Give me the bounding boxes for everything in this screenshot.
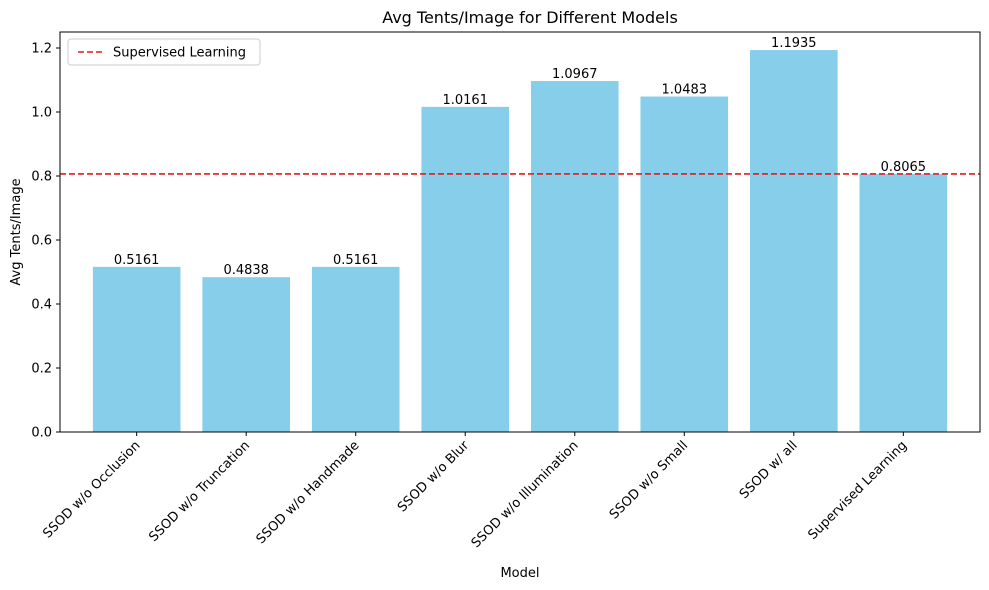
x-tick-label: SSOD w/o Small: [607, 438, 691, 522]
y-tick-label: 0.0: [31, 426, 52, 441]
x-tick-label: SSOD w/ all: [737, 438, 801, 502]
x-axis-title: Model: [500, 566, 539, 581]
x-tick-label: Supervised Learning: [806, 438, 911, 543]
bar: [530, 81, 619, 432]
value-label: 0.5161: [114, 253, 160, 268]
chart-title: Avg Tents/Image for Different Models: [382, 8, 678, 27]
value-label: 1.1935: [771, 36, 817, 51]
value-label: 0.5161: [333, 253, 379, 268]
bar: [750, 50, 838, 433]
bar: [202, 277, 290, 432]
bar: [421, 106, 510, 433]
value-label: 0.8065: [881, 160, 927, 175]
value-label: 1.0967: [552, 67, 598, 82]
y-tick-label: 0.8: [31, 170, 52, 185]
legend: Supervised Learning: [67, 38, 261, 66]
x-tick-label: SSOD w/o Handmade: [254, 438, 363, 547]
plot-area: 0.5161 0.4838 0.5161 1.0161 1.0967 1.0483 1.19…: [31, 31, 981, 551]
bar: [311, 266, 400, 432]
value-label: 1.0161: [442, 93, 488, 108]
y-axis-title: Avg Tents/Image: [9, 178, 24, 285]
y-tick-label: 1.0: [31, 106, 52, 121]
value-label: 1.0483: [662, 83, 708, 98]
bar: [92, 266, 181, 432]
x-tick-label: SSOD w/o Occlusion: [40, 438, 143, 541]
y-tick-label: 0.6: [31, 234, 52, 249]
y-tick-label: 0.2: [31, 362, 52, 377]
x-tick-label: SSOD w/o Truncation: [146, 438, 253, 545]
y-tick-label: 1.2: [31, 42, 52, 57]
y-tick-label: 0.4: [31, 298, 52, 313]
x-tick-label: SSOD w/o Illumination: [469, 438, 582, 551]
x-tick-label: SSOD w/o Blur: [395, 438, 473, 516]
bar: [640, 96, 729, 432]
legend-label: Supervised Learning: [113, 46, 246, 61]
bar: [859, 173, 948, 433]
axes-frame: [59, 31, 981, 433]
legend-box: [67, 38, 261, 66]
value-label: 0.4838: [223, 263, 269, 278]
